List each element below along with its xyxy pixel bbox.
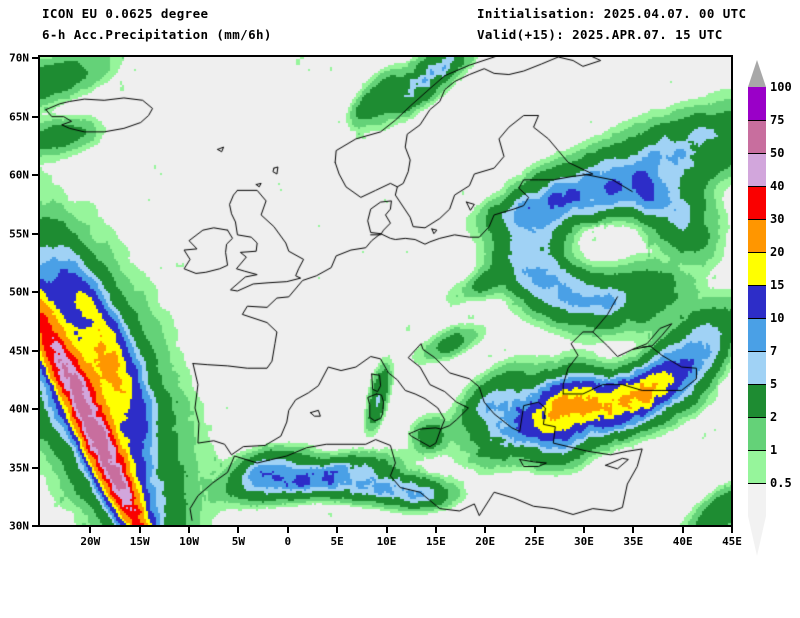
lat-label: 60N [9, 168, 29, 182]
lat-tick [32, 525, 38, 527]
lat-label: 45N [9, 344, 29, 357]
lon-tick [385, 527, 388, 533]
colorbar-band-100 [748, 87, 766, 120]
colorbar-label-0_5: 0.5 [770, 476, 792, 490]
colorbar-top-arrow [748, 60, 766, 87]
colorbar-band-30 [748, 219, 766, 252]
lat-label: 40N [9, 402, 29, 416]
lat-tick [32, 466, 38, 469]
lon-label: 10E [376, 535, 397, 548]
lon-tick [731, 527, 733, 533]
lat-tick [32, 115, 38, 118]
colorbar-label-1: 1 [770, 443, 778, 457]
lon-tick [533, 527, 536, 533]
lat-tick [32, 408, 38, 410]
lat-label: 30N [9, 519, 29, 533]
lat-tick [32, 174, 38, 176]
colorbar-label-30: 30 [770, 212, 785, 226]
precipitation-map [40, 57, 731, 525]
lon-tick [434, 527, 437, 533]
colorbar-band-40 [748, 186, 766, 219]
lon-label: 20E [475, 535, 496, 548]
lon-tick [188, 527, 191, 533]
colorbar-band-5 [748, 384, 766, 417]
lon-label: 10W [179, 535, 199, 548]
lon-label: 35E [623, 535, 644, 548]
colorbar-label-2: 2 [770, 410, 778, 424]
colorbar-label-100: 100 [770, 80, 792, 94]
lat-tick [32, 291, 38, 293]
lat-tick [32, 232, 38, 235]
lon-label: 0 [284, 535, 292, 548]
valid-time: Valid(+15): 2025.APR.07. 15 UTC [477, 27, 723, 42]
colorbar-band-50 [748, 153, 766, 186]
lon-tick [237, 527, 240, 533]
colorbar-label-20: 20 [770, 245, 785, 259]
colorbar-label-75: 75 [770, 113, 785, 127]
colorbar-bottom-arrow [748, 516, 766, 556]
lon-tick [484, 527, 487, 533]
lon-label: 40E [672, 535, 693, 548]
colorbar: 100 75 50 40 30 20 15 10 7 5 2 1 0.5 [744, 60, 800, 556]
lon-label: 5W [231, 535, 246, 548]
colorbar-label-50: 50 [770, 146, 785, 160]
map-frame [38, 55, 733, 527]
model-title: ICON EU 0.0625 degree [42, 6, 209, 21]
colorbar-band-0_5 [748, 483, 766, 516]
lon-tick [632, 527, 635, 533]
lon-label: 20W [80, 535, 101, 548]
colorbar-label-7: 7 [770, 344, 778, 358]
colorbar-label-5: 5 [770, 377, 778, 391]
lon-tick [89, 527, 92, 533]
colorbar-band-15 [748, 285, 766, 318]
lon-tick [681, 527, 684, 533]
lat-label: 55N [9, 227, 29, 240]
field-title: 6-h Acc.Precipitation (mm/6h) [42, 27, 272, 42]
colorbar-label-15: 15 [770, 278, 785, 292]
colorbar-band-20 [748, 252, 766, 285]
lat-label: 50N [9, 285, 29, 299]
colorbar-band-2 [748, 417, 766, 450]
lat-label: 65N [9, 110, 29, 123]
colorbar-label-10: 10 [770, 311, 785, 325]
lon-label: 25E [524, 535, 545, 548]
colorbar-band-10 [748, 318, 766, 351]
lat-label: 35N [9, 461, 29, 474]
lon-tick [138, 527, 141, 533]
lon-label: 45E [722, 535, 742, 548]
lon-label: 30E [573, 535, 594, 548]
lon-label: 5E [330, 535, 344, 548]
colorbar-label-40: 40 [770, 179, 785, 193]
lat-tick [32, 57, 38, 59]
lon-tick [336, 527, 339, 533]
lon-tick [582, 527, 585, 533]
colorbar-band-1 [748, 450, 766, 483]
lon-tick [286, 527, 289, 533]
lat-label: 70N [9, 51, 29, 65]
initialisation-time: Initialisation: 2025.04.07. 00 UTC [477, 6, 747, 21]
lon-label: 15W [129, 535, 150, 548]
colorbar-band-7 [748, 351, 766, 384]
lat-tick [32, 349, 38, 352]
lon-label: 15E [425, 535, 446, 548]
colorbar-band-75 [748, 120, 766, 153]
colorbar-bands [748, 87, 766, 516]
